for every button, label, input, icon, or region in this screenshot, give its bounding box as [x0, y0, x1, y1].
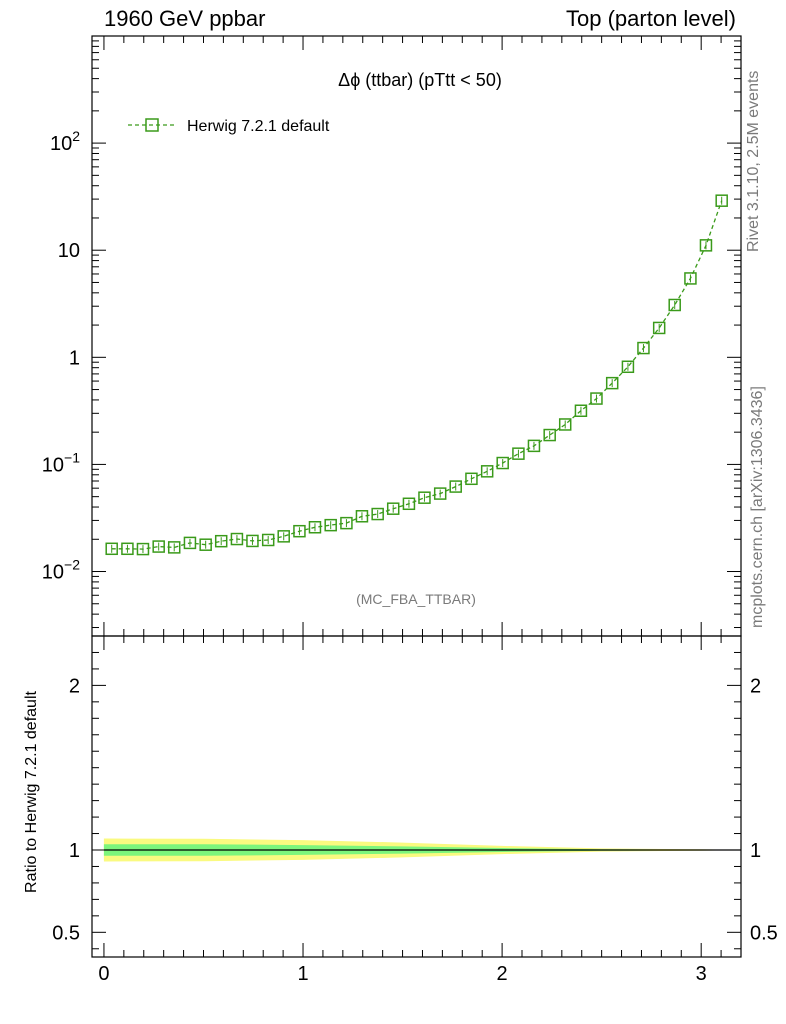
- y-tick-label: 10−2: [42, 557, 80, 584]
- data-point: [465, 472, 478, 486]
- data-point: [402, 497, 416, 511]
- data-point: [433, 487, 447, 500]
- series-layer: [105, 194, 728, 556]
- data-point: [340, 516, 353, 530]
- data-point: [136, 542, 150, 556]
- ratio-y-tick-label-left: 2: [69, 675, 80, 697]
- data-point: [637, 341, 650, 355]
- data-point: [699, 239, 713, 252]
- ratio-y-tick-label-left: 1: [69, 840, 80, 862]
- header-left-label: 1960 GeV ppbar: [104, 6, 266, 31]
- data-point: [590, 392, 603, 405]
- ratio-y-tick-label-right: 0.5: [750, 922, 778, 944]
- ratio-y-tick-label-right: 2: [750, 675, 761, 697]
- series-line: [111, 200, 723, 550]
- legend: Herwig 7.2.1 default: [128, 118, 330, 135]
- y-tick-label: 1: [69, 347, 80, 369]
- data-point: [246, 534, 259, 548]
- data-point: [386, 502, 400, 515]
- data-point: [199, 538, 212, 551]
- data-point: [371, 507, 384, 521]
- data-point: [105, 542, 118, 556]
- data-point: [480, 465, 494, 478]
- data-point: [449, 480, 462, 493]
- data-point: [543, 428, 556, 442]
- data-point: [230, 532, 244, 546]
- data-point: [214, 534, 228, 548]
- y-tick-label: 102: [50, 128, 80, 155]
- data-point: [684, 272, 697, 285]
- data-point: [152, 540, 165, 553]
- data-point: [558, 418, 572, 431]
- plot-title: Δϕ (ttbar) (pTtt < 50): [338, 70, 502, 90]
- data-point: [261, 533, 275, 547]
- data-point: [418, 491, 431, 504]
- legend-label: Herwig 7.2.1 default: [187, 118, 330, 135]
- data-point: [512, 447, 525, 460]
- x-tick-label: 0: [98, 963, 109, 985]
- y-tick-label: 10: [58, 240, 80, 262]
- ratio-band-layer: [103, 838, 741, 862]
- data-point: [574, 404, 588, 417]
- data-point: [715, 194, 728, 207]
- data-point: [605, 376, 619, 390]
- data-point: [167, 541, 181, 554]
- legend-marker: [145, 118, 159, 132]
- data-point: [324, 518, 337, 532]
- data-point: [121, 542, 134, 556]
- analysis-tag: (MC_FBA_TTBAR): [356, 591, 476, 607]
- ratio-y-axis-label: Ratio to Herwig 7.2.1 default: [23, 691, 40, 893]
- ratio-frame: [91, 635, 742, 958]
- plot-title-symbol: Δϕ: [338, 70, 360, 90]
- header-right-label: Top (parton level): [566, 6, 736, 31]
- data-point: [527, 439, 541, 453]
- data-point: [496, 456, 509, 470]
- data-point: [652, 321, 666, 335]
- axes-layer: 0 1 2 3 10−2 10−1 1 10 102 0.5 0.5 1 1 2 2: [42, 35, 778, 985]
- x-tick-label: 2: [497, 963, 508, 985]
- data-point: [293, 524, 306, 538]
- data-point: [668, 298, 681, 312]
- ratio-y-tick-label-right: 1: [750, 840, 761, 862]
- y-tick-label: 10−1: [42, 449, 80, 476]
- x-tick-label: 1: [297, 963, 308, 985]
- plot-title-rest: (ttbar) (pTtt < 50): [360, 70, 502, 90]
- data-point: [277, 530, 290, 543]
- data-point: [308, 521, 322, 534]
- data-point: [355, 510, 369, 523]
- data-point: [621, 360, 635, 374]
- x-tick-label: 3: [696, 963, 707, 985]
- ratio-y-tick-label-left: 0.5: [52, 922, 80, 944]
- data-point: [183, 536, 197, 550]
